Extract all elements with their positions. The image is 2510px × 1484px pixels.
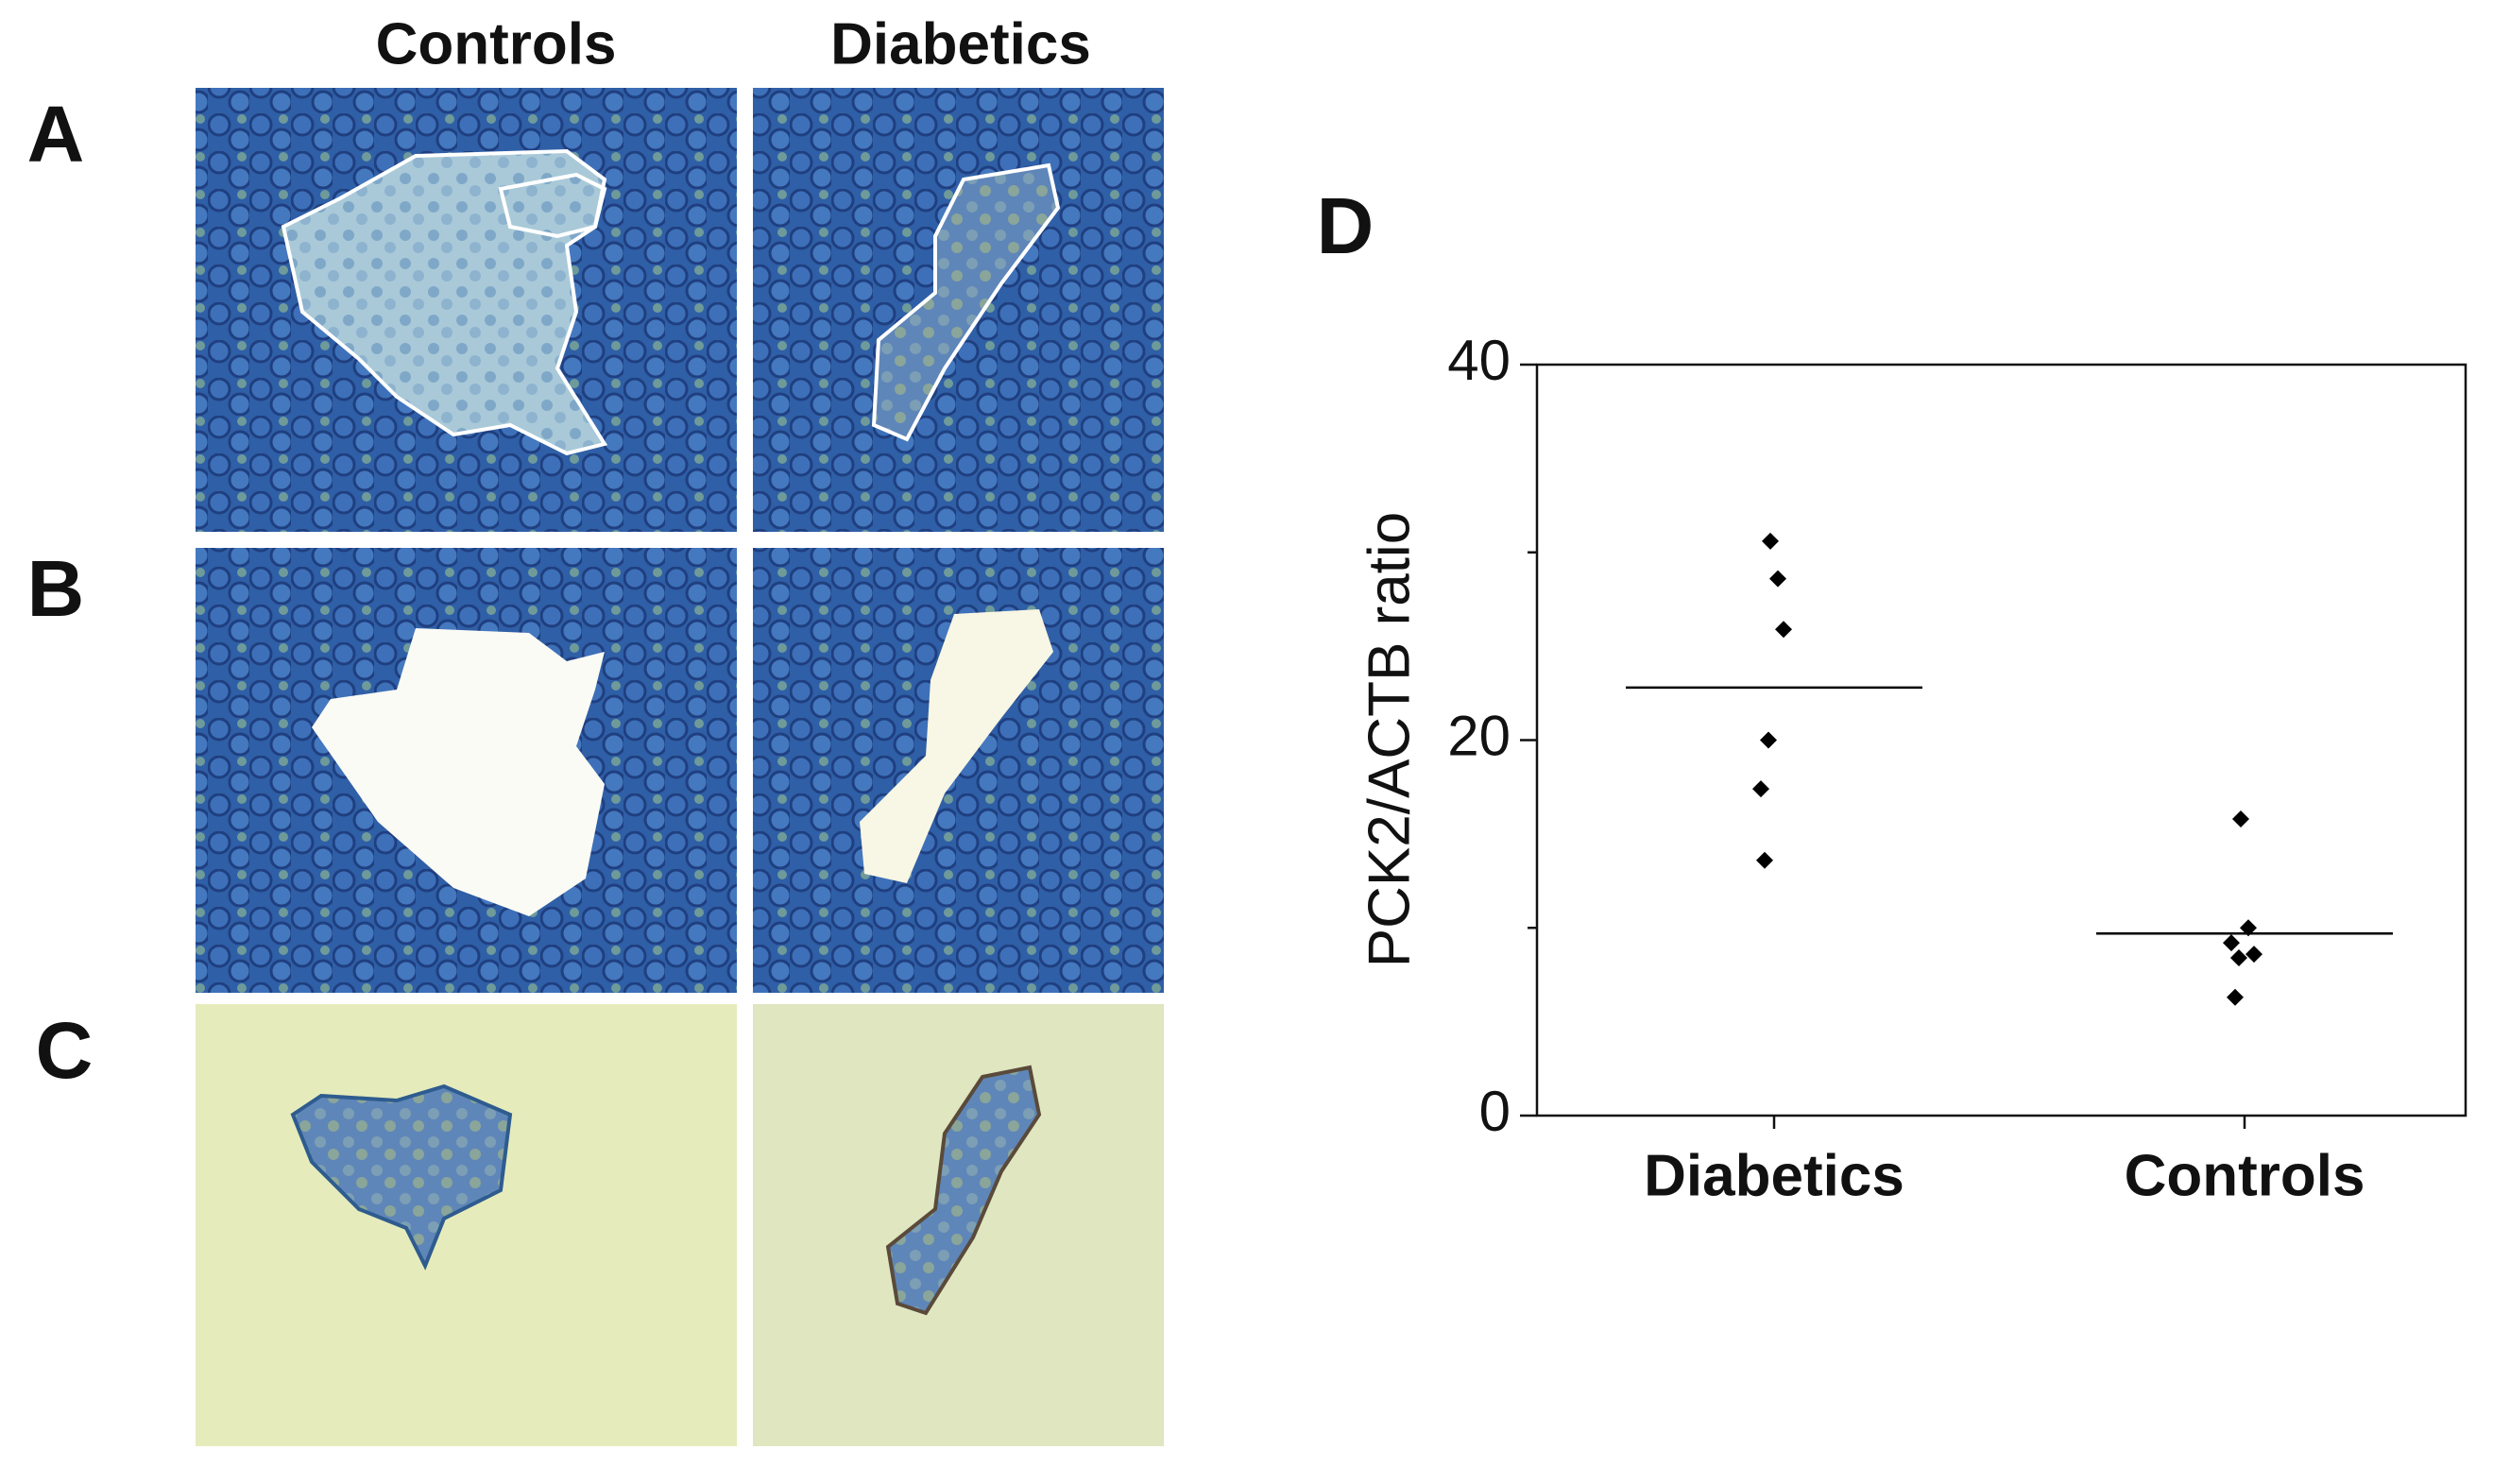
- micrograph: [753, 1004, 1164, 1446]
- row-label: C: [36, 1006, 94, 1095]
- data-point: [2227, 988, 2244, 1006]
- y-tick-label: 40: [1447, 329, 1511, 392]
- data-point: [1775, 621, 1792, 639]
- micrograph: [196, 1004, 737, 1446]
- micrograph: [196, 88, 737, 532]
- row-label: A: [27, 90, 85, 179]
- row-label: B: [27, 544, 85, 633]
- y-axis-title: PCK2/ACTB ratio: [1357, 512, 1422, 967]
- data-point: [1760, 731, 1777, 749]
- data-point: [2240, 919, 2257, 937]
- x-tick-label: Diabetics: [1644, 1143, 1904, 1208]
- data-point: [1752, 780, 1769, 798]
- micrograph: [196, 548, 737, 993]
- micrograph: [753, 548, 1164, 993]
- data-point: [1756, 851, 1773, 869]
- data-point: [2232, 810, 2249, 827]
- data-point: [2230, 949, 2247, 967]
- panel-label: D: [1317, 181, 1375, 270]
- data-point: [1769, 570, 1786, 588]
- micrograph: [753, 88, 1164, 532]
- plot-frame: [1535, 363, 2467, 1117]
- data-point: [2245, 946, 2262, 964]
- x-tick-label: Controls: [2125, 1143, 2365, 1208]
- y-tick-label: 20: [1447, 704, 1511, 767]
- y-tick-label: 0: [1479, 1080, 1511, 1143]
- column-header: Controls: [376, 11, 617, 77]
- column-header: Diabetics: [830, 11, 1091, 77]
- data-point: [2223, 934, 2240, 952]
- data-point: [1762, 532, 1779, 550]
